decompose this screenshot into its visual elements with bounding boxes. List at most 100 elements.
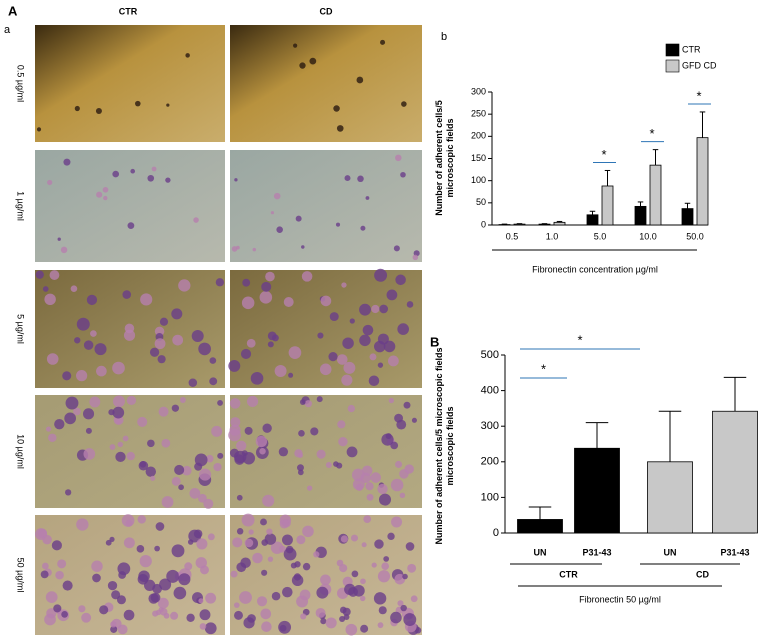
cell [360, 595, 366, 602]
y-tick-label: 50 [476, 197, 486, 207]
cell [137, 416, 148, 427]
cell [46, 353, 59, 365]
cell [74, 105, 80, 112]
cell [274, 364, 287, 377]
cell [248, 529, 254, 535]
x-axis-label: Fibronectin concentration µg/ml [532, 264, 658, 274]
cell [246, 338, 256, 348]
cell [265, 271, 275, 282]
cell [369, 353, 377, 361]
cell [231, 246, 238, 252]
cell [83, 448, 96, 460]
cell [122, 290, 132, 299]
row-label: 50 µg/ml [16, 558, 26, 593]
cell [296, 535, 306, 545]
cell [195, 557, 207, 569]
cell [390, 478, 404, 492]
cell [83, 408, 95, 420]
cell [229, 448, 239, 458]
cell [62, 580, 73, 591]
cell [341, 374, 353, 386]
cell [243, 617, 255, 629]
cell [360, 578, 366, 585]
cell [147, 439, 155, 448]
cell [373, 592, 387, 605]
cell [127, 222, 135, 230]
bar [712, 410, 758, 534]
cell [110, 625, 118, 633]
cell [123, 609, 135, 621]
cell [319, 363, 332, 376]
y-tick-label: 200 [481, 456, 499, 468]
cell [152, 610, 159, 617]
cell [365, 482, 374, 491]
cell [339, 564, 348, 573]
cell [279, 545, 287, 553]
cell [307, 485, 313, 491]
cell [347, 404, 356, 413]
cell [110, 621, 117, 628]
cell [236, 528, 244, 535]
cell [368, 375, 380, 387]
cell [240, 348, 252, 360]
cell [403, 401, 411, 409]
column-label: CTR [119, 6, 138, 16]
cell [60, 246, 68, 254]
bar [681, 208, 694, 226]
cell [194, 453, 208, 467]
cell [317, 332, 324, 339]
cell [396, 419, 407, 430]
cell [217, 452, 224, 459]
cell [387, 532, 395, 541]
cell [399, 492, 406, 499]
cell [63, 158, 71, 166]
cell [390, 441, 399, 450]
cell [35, 270, 44, 279]
cell [228, 428, 241, 442]
cell [42, 286, 49, 292]
cell [125, 519, 133, 527]
cell [171, 476, 181, 486]
micrographs [35, 25, 422, 636]
cell [126, 451, 135, 461]
cell [261, 281, 272, 292]
cell [267, 556, 274, 562]
cell [246, 395, 259, 408]
cell [235, 245, 240, 250]
cell [49, 270, 60, 280]
cell [181, 465, 192, 476]
cell [48, 433, 57, 443]
cell [261, 569, 268, 576]
cell [395, 460, 403, 468]
cell [259, 291, 273, 304]
cell [135, 100, 141, 107]
cell [333, 105, 340, 112]
y-tick-label: 150 [471, 153, 486, 163]
cell [343, 361, 356, 374]
y-tick-label: 100 [471, 175, 486, 185]
bar [634, 205, 647, 226]
cell [349, 318, 355, 324]
cell [255, 435, 268, 448]
cell [377, 622, 384, 629]
bar [513, 223, 526, 226]
cell [244, 538, 254, 548]
bar [517, 519, 563, 534]
cell [299, 399, 306, 405]
cell [356, 76, 364, 84]
cell [157, 355, 166, 364]
cell [105, 539, 112, 546]
cell [178, 279, 191, 292]
cell [109, 444, 116, 450]
cell [315, 607, 326, 618]
cell [117, 562, 131, 576]
cell [370, 472, 382, 483]
cell [252, 247, 257, 252]
cell [359, 303, 371, 316]
cell [360, 225, 366, 231]
cell [316, 396, 323, 403]
cell [92, 573, 101, 583]
row-label: 10 µg/ml [16, 434, 26, 469]
cell [341, 282, 347, 288]
